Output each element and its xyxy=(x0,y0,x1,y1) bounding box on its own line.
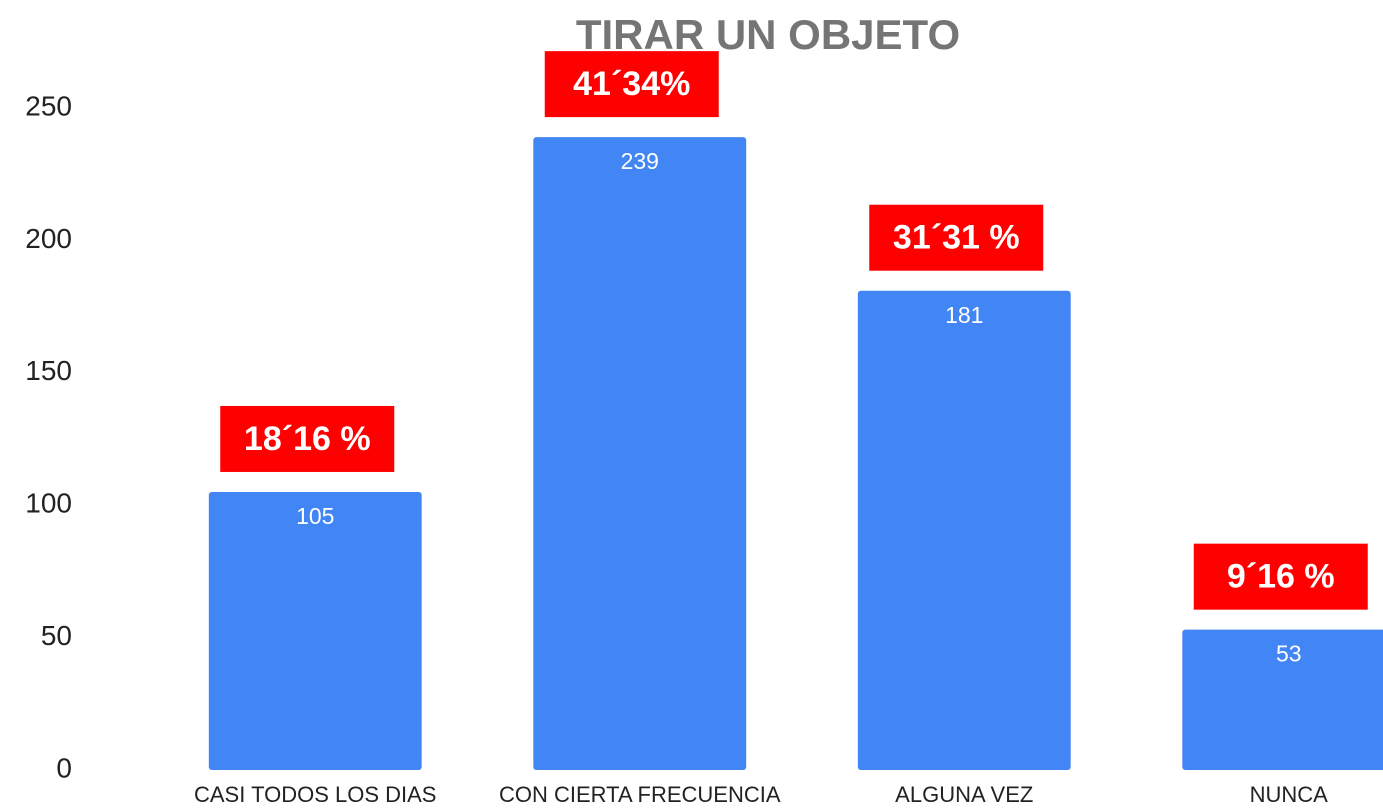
y-tick-label: 200 xyxy=(25,223,72,254)
y-tick-label: 150 xyxy=(25,355,72,386)
x-tick-label: NUNCA xyxy=(1250,782,1329,807)
annotation: 31´31 % xyxy=(893,219,1020,257)
bar xyxy=(857,290,1071,770)
bar xyxy=(533,137,747,771)
y-tick-label: 100 xyxy=(25,488,72,519)
x-tick-label: ALGUNA VEZ xyxy=(895,782,1033,807)
bar xyxy=(208,491,422,770)
x-tick-label: CASI TODOS LOS DIAS xyxy=(194,782,436,807)
y-tick-label: 250 xyxy=(25,90,72,121)
value-label: 105 xyxy=(296,503,334,529)
annotation-box xyxy=(220,405,395,472)
annotation-box xyxy=(1193,543,1368,610)
annotation-box xyxy=(544,51,719,118)
value-label: 53 xyxy=(1276,641,1302,667)
chart-title: TIRAR UN OBJETO xyxy=(576,11,960,58)
annotation-box xyxy=(869,204,1044,271)
value-label: 239 xyxy=(621,148,659,174)
value-label: 181 xyxy=(945,302,983,328)
bar xyxy=(1182,629,1383,770)
annotation: 41´34% xyxy=(573,65,690,103)
annotation: 9´16 % xyxy=(1227,558,1335,596)
annotation: 18´16 % xyxy=(244,420,371,458)
y-tick-label: 0 xyxy=(56,752,72,783)
x-tick-label: CON CIERTA FRECUENCIA xyxy=(499,782,781,807)
y-tick-label: 50 xyxy=(41,620,72,651)
